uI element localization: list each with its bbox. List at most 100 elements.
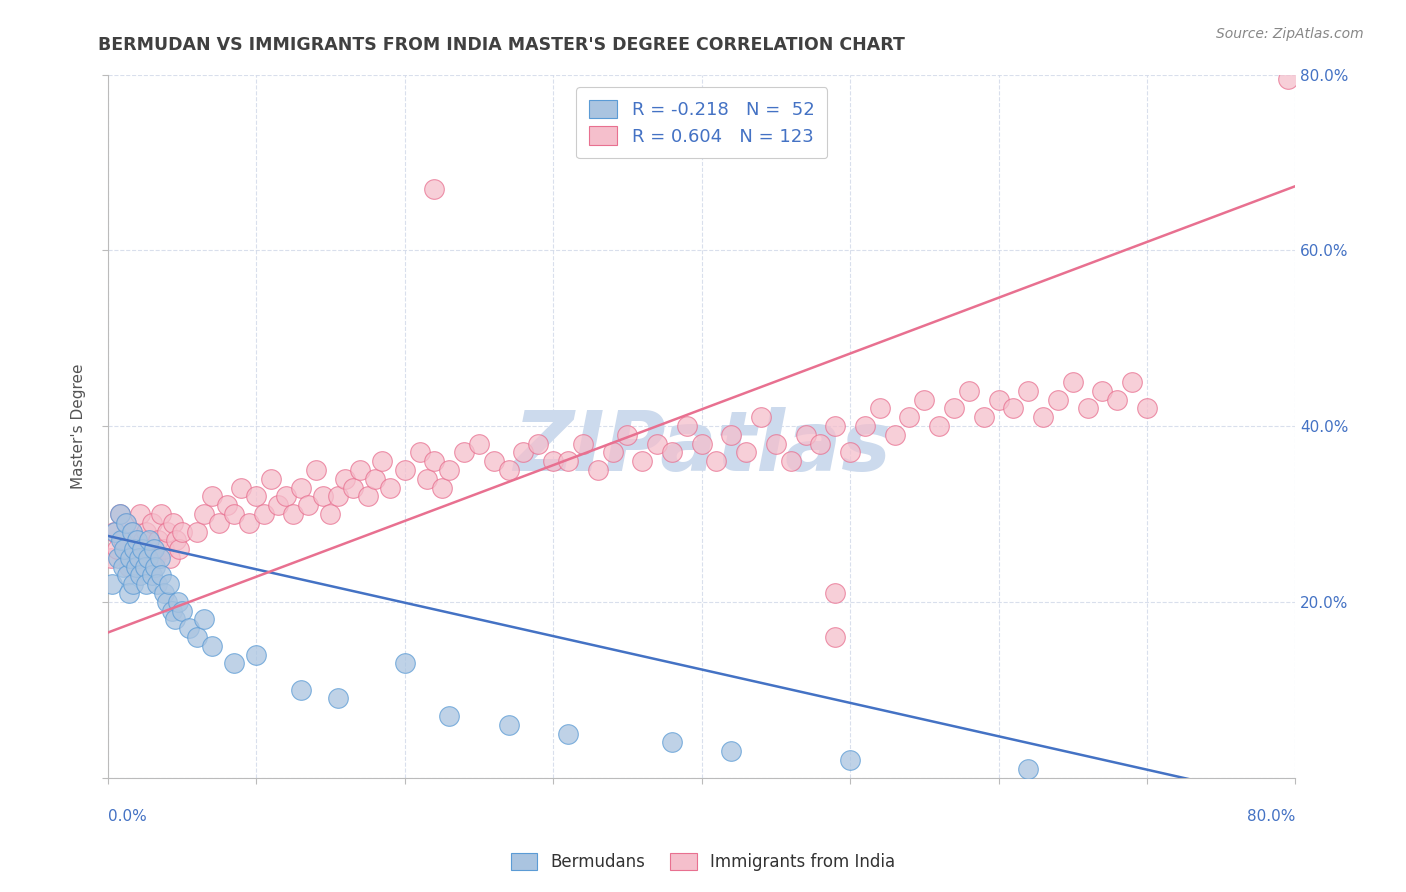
- Point: [114, 516, 136, 530]
- Point: [125, 559, 148, 574]
- Point: [215, 498, 238, 512]
- Point: [898, 410, 921, 425]
- Point: [765, 436, 787, 450]
- Point: [170, 604, 193, 618]
- Point: [853, 419, 876, 434]
- Legend: R = -0.218   N =  52, R = 0.604   N = 123: R = -0.218 N = 52, R = 0.604 N = 123: [576, 87, 827, 158]
- Point: [104, 524, 127, 539]
- Point: [557, 726, 579, 740]
- Point: [138, 533, 160, 548]
- Point: [1277, 71, 1299, 86]
- Point: [118, 550, 141, 565]
- Point: [222, 657, 245, 671]
- Point: [839, 753, 862, 767]
- Y-axis label: Master's Degree: Master's Degree: [72, 363, 86, 489]
- Point: [394, 657, 416, 671]
- Point: [586, 463, 609, 477]
- Point: [260, 472, 283, 486]
- Point: [616, 427, 638, 442]
- Point: [100, 550, 122, 565]
- Point: [290, 682, 312, 697]
- Point: [101, 577, 124, 591]
- Point: [107, 550, 129, 565]
- Point: [156, 524, 179, 539]
- Point: [135, 577, 157, 591]
- Point: [124, 542, 146, 557]
- Point: [957, 384, 980, 398]
- Point: [193, 612, 215, 626]
- Point: [231, 481, 253, 495]
- Point: [121, 524, 143, 539]
- Point: [114, 516, 136, 530]
- Point: [111, 559, 134, 574]
- Point: [326, 691, 349, 706]
- Point: [127, 533, 149, 548]
- Point: [1062, 375, 1084, 389]
- Point: [423, 182, 446, 196]
- Point: [378, 481, 401, 495]
- Point: [165, 533, 187, 548]
- Point: [356, 489, 378, 503]
- Point: [201, 639, 224, 653]
- Point: [572, 436, 595, 450]
- Point: [1002, 401, 1025, 416]
- Point: [297, 498, 319, 512]
- Point: [138, 542, 160, 557]
- Point: [1077, 401, 1099, 416]
- Point: [117, 559, 139, 574]
- Point: [883, 427, 905, 442]
- Point: [720, 427, 742, 442]
- Point: [869, 401, 891, 416]
- Point: [735, 445, 758, 459]
- Point: [779, 454, 801, 468]
- Point: [943, 401, 966, 416]
- Point: [208, 516, 231, 530]
- Point: [274, 489, 297, 503]
- Point: [1136, 401, 1159, 416]
- Point: [150, 507, 173, 521]
- Point: [304, 463, 326, 477]
- Text: ZIPatlas: ZIPatlas: [513, 407, 890, 488]
- Point: [156, 595, 179, 609]
- Point: [557, 454, 579, 468]
- Point: [661, 445, 683, 459]
- Point: [335, 472, 357, 486]
- Point: [127, 550, 149, 565]
- Point: [631, 454, 654, 468]
- Point: [439, 709, 461, 723]
- Text: BERMUDAN VS IMMIGRANTS FROM INDIA MASTER'S DEGREE CORRELATION CHART: BERMUDAN VS IMMIGRANTS FROM INDIA MASTER…: [98, 36, 905, 54]
- Point: [222, 507, 245, 521]
- Point: [987, 392, 1010, 407]
- Point: [112, 542, 135, 557]
- Point: [167, 542, 190, 557]
- Point: [527, 436, 550, 450]
- Point: [364, 472, 387, 486]
- Point: [115, 568, 138, 582]
- Point: [824, 419, 846, 434]
- Point: [1107, 392, 1129, 407]
- Point: [141, 516, 163, 530]
- Point: [149, 550, 172, 565]
- Point: [690, 436, 713, 450]
- Point: [150, 568, 173, 582]
- Point: [129, 507, 152, 521]
- Point: [283, 507, 305, 521]
- Point: [439, 463, 461, 477]
- Point: [163, 612, 186, 626]
- Point: [128, 550, 150, 565]
- Point: [928, 419, 950, 434]
- Point: [170, 524, 193, 539]
- Point: [135, 524, 157, 539]
- Point: [423, 454, 446, 468]
- Text: 0.0%: 0.0%: [108, 809, 146, 824]
- Point: [166, 595, 188, 609]
- Point: [839, 445, 862, 459]
- Point: [136, 550, 159, 565]
- Point: [179, 621, 201, 635]
- Point: [912, 392, 935, 407]
- Point: [602, 445, 624, 459]
- Point: [131, 542, 153, 557]
- Point: [186, 630, 208, 644]
- Text: 80.0%: 80.0%: [1247, 809, 1295, 824]
- Point: [749, 410, 772, 425]
